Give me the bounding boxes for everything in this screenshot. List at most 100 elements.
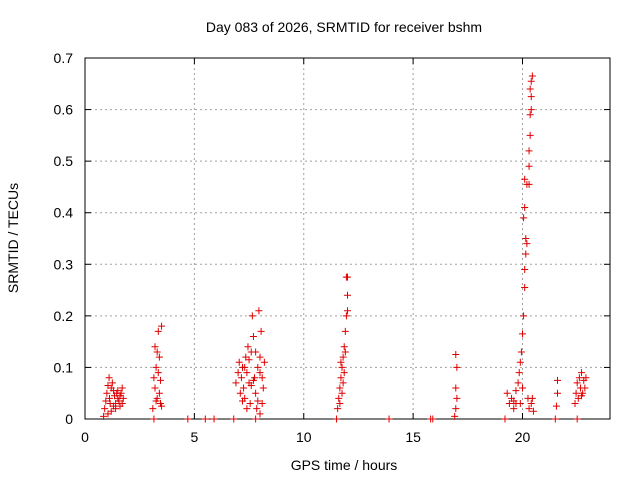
data-point <box>258 400 266 408</box>
data-point <box>260 358 268 366</box>
data-point <box>512 387 520 395</box>
data-point <box>335 394 343 402</box>
data-point <box>241 363 249 371</box>
data-point <box>521 283 529 291</box>
x-tick-label: 10 <box>296 429 312 445</box>
data-point <box>525 180 533 188</box>
data-point <box>519 384 526 392</box>
data-point <box>452 405 460 413</box>
data-point <box>336 384 344 392</box>
data-point <box>340 343 348 351</box>
chart-title: Day 083 of 2026, SRMTID for receiver bsh… <box>206 19 482 35</box>
data-point <box>521 204 529 212</box>
data-point <box>102 397 110 405</box>
data-point <box>453 394 461 402</box>
data-point <box>103 389 111 397</box>
data-point <box>582 374 590 382</box>
data-point <box>527 93 535 101</box>
data-point <box>236 389 244 397</box>
data-point <box>254 363 262 371</box>
data-point <box>235 358 243 366</box>
data-point <box>256 410 264 418</box>
data-point <box>150 374 158 382</box>
data-point <box>344 291 351 299</box>
data-point <box>258 374 266 382</box>
data-point <box>525 147 533 155</box>
data-point <box>510 397 518 405</box>
data-point <box>338 389 346 397</box>
data-point <box>152 397 160 405</box>
data-point <box>119 394 127 402</box>
x-tick-label: 20 <box>515 429 531 445</box>
data-point <box>151 343 159 351</box>
data-point <box>232 379 240 387</box>
x-axis-label: GPS time / hours <box>291 457 398 473</box>
data-point <box>237 374 245 382</box>
data-point <box>257 327 265 335</box>
data-point <box>429 415 437 423</box>
data-point <box>106 394 113 402</box>
data-point <box>452 351 460 359</box>
data-point <box>516 358 524 366</box>
y-tick-label: 0.4 <box>54 205 74 221</box>
data-point <box>155 353 163 361</box>
data-point <box>571 400 579 408</box>
data-point <box>342 312 350 320</box>
data-point <box>552 402 560 410</box>
data-point <box>338 363 346 371</box>
y-tick-label: 0.2 <box>54 308 74 324</box>
data-point <box>525 162 533 170</box>
data-point <box>154 369 162 377</box>
y-tick-label: 0.3 <box>54 256 74 272</box>
data-point <box>105 374 113 382</box>
data-point <box>339 379 347 387</box>
data-point <box>230 415 238 423</box>
data-point <box>239 397 246 405</box>
data-point <box>153 348 161 356</box>
data-point <box>578 392 586 400</box>
data-point <box>526 111 534 119</box>
data-point <box>523 240 531 248</box>
data-point <box>337 358 345 366</box>
data-point <box>521 175 529 183</box>
data-point <box>108 379 116 387</box>
data-point <box>247 381 255 389</box>
data-point <box>519 330 526 338</box>
y-tick-label: 0.6 <box>54 102 74 118</box>
y-tick-label: 0.5 <box>54 153 74 169</box>
data-point <box>339 353 347 361</box>
data-point <box>114 387 122 395</box>
data-point <box>452 384 460 392</box>
data-point <box>575 374 583 382</box>
data-point <box>254 397 262 405</box>
data-point <box>259 384 267 392</box>
data-point <box>336 400 344 408</box>
data-point <box>554 376 561 384</box>
data-point <box>243 405 251 413</box>
data-point <box>572 389 580 397</box>
data-point <box>244 343 252 351</box>
data-point <box>528 72 536 80</box>
data-point <box>100 412 108 420</box>
data-point <box>551 415 559 423</box>
plot-frame <box>84 57 611 420</box>
data-point <box>333 415 341 423</box>
data-point <box>155 389 163 397</box>
data-point <box>522 250 530 258</box>
data-point <box>527 77 535 85</box>
data-point <box>252 415 260 423</box>
data-point <box>522 235 530 242</box>
data-point <box>158 322 166 330</box>
data-point <box>112 405 120 413</box>
y-tick-label: 0.1 <box>54 359 74 375</box>
data-point <box>573 379 581 387</box>
data-point <box>578 369 586 377</box>
data-point <box>249 332 257 340</box>
data-point <box>520 312 528 320</box>
y-tick-label: 0.7 <box>54 50 74 66</box>
data-point <box>201 415 209 423</box>
data-point <box>334 405 342 413</box>
data-point <box>243 369 251 377</box>
data-point <box>245 356 253 364</box>
